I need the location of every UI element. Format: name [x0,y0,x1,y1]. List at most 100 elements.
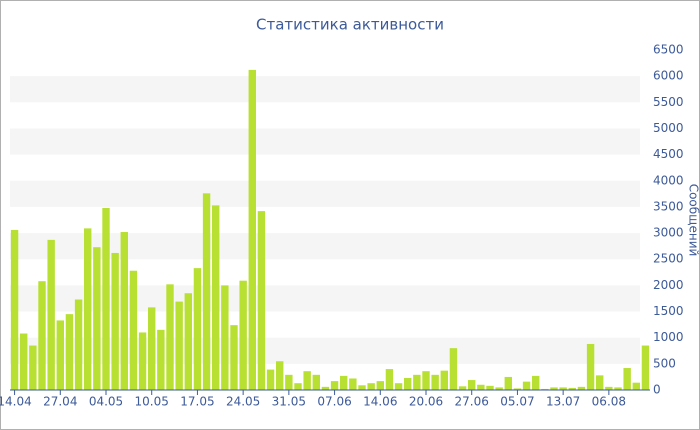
bar [129,270,138,390]
bar [65,314,74,390]
x-tick-label: 05.07 [500,395,534,409]
bar [239,280,247,390]
bar [641,345,650,390]
y-tick-label: 5500 [653,95,684,109]
bar [559,387,567,390]
y-tick-label: 2500 [653,252,684,266]
chart-title: Статистика активности [256,16,444,34]
x-tick-label: 06.08 [592,395,626,409]
bar [285,374,293,390]
x-tick-label: 13.07 [546,395,580,409]
bar [266,369,275,390]
y-tick-label: 1000 [653,330,684,344]
grid-band [10,76,640,103]
x-tick-label: 24.05 [226,395,260,409]
bar [495,387,503,390]
x-tick-label: 17.05 [180,395,214,409]
bar [504,376,512,390]
grid-band [10,128,640,155]
x-tick-label: 14.06 [363,395,397,409]
bar [468,380,476,390]
bar [84,228,92,390]
y-tick-label: 0 [653,383,661,397]
bar [148,307,156,390]
bar [120,232,128,390]
bar [29,345,37,390]
bar [413,374,421,390]
bar [321,386,330,390]
bar [458,386,467,390]
bar [358,385,366,390]
bar [440,370,448,390]
bar [596,375,604,390]
bar [38,281,46,390]
bar [10,229,19,390]
bar [257,211,266,390]
y-tick-label: 1500 [653,304,684,318]
y-tick-label: 6000 [653,69,684,83]
y-tick-label: 6500 [653,43,684,57]
bar [431,374,439,390]
bar [248,69,256,390]
bar [276,361,284,390]
x-tick-label: 10.05 [135,395,169,409]
y-axis-label: Сообщений [687,184,700,257]
bar [93,247,101,390]
bar [303,371,311,390]
bar [394,383,403,390]
y-tick-label: 4500 [653,147,684,161]
bar [385,369,394,390]
bar [577,386,586,390]
x-tick-label: 27.06 [455,395,489,409]
bar [367,383,375,390]
x-tick-label: 14.04 [0,395,32,409]
bar [422,371,430,390]
bar [111,252,119,390]
bar [102,207,110,390]
x-tick-label: 20.06 [409,395,443,409]
y-tick-label: 500 [653,356,676,370]
bar [74,299,83,390]
y-tick-label: 3000 [653,226,684,240]
bar [330,381,339,390]
bar [477,384,485,390]
bar [513,388,522,390]
bar [175,301,183,390]
bar [568,387,576,390]
bar [632,382,640,390]
bar [586,343,595,390]
bar [184,293,192,390]
bar [202,193,211,390]
bar [340,375,348,390]
x-tick-label: 07.06 [317,395,351,409]
bar [47,239,55,390]
y-tick-label: 4000 [653,173,684,187]
bar [532,375,540,390]
bar [550,387,558,390]
bar [20,333,28,390]
bar [193,268,202,390]
bar [449,348,458,390]
bar [349,378,357,390]
bar [486,385,494,390]
y-tick-label: 5000 [653,121,684,135]
bar [605,386,613,390]
bar [138,332,147,390]
bar [221,285,229,390]
bar [614,387,622,390]
y-tick-label: 3500 [653,199,684,213]
bar [56,320,64,390]
bar [294,383,302,390]
x-tick-label: 31.05 [272,395,306,409]
grid-band [10,180,640,207]
bar [157,329,165,390]
bar [522,381,531,390]
bar [166,284,174,390]
x-tick-label: 04.05 [89,395,123,409]
bar [212,205,220,390]
bar [541,388,549,390]
bar [230,325,238,390]
x-tick-label: 27.04 [43,395,77,409]
bar [312,374,320,390]
